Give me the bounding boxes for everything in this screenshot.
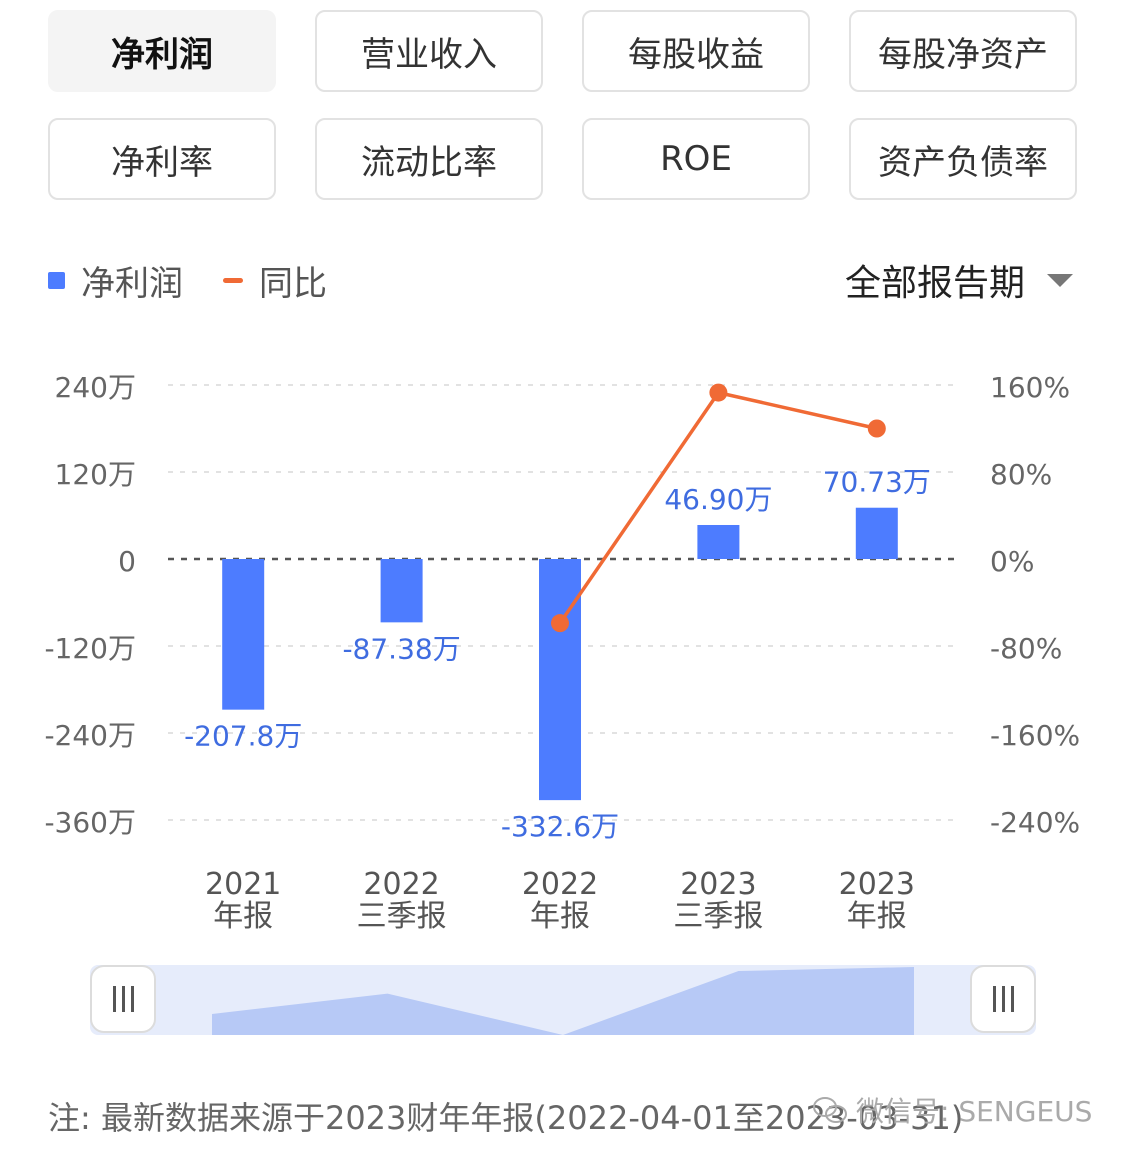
legend-yoy-label: 同比	[259, 263, 327, 304]
left-tick-label: -120万	[44, 632, 136, 665]
x-tick-label: 2023	[839, 867, 915, 902]
navigator-right-handle[interactable]	[970, 965, 1036, 1033]
tab-bvps[interactable]: 每股净资产	[849, 10, 1077, 92]
right-tick-label: 0%	[990, 545, 1034, 578]
legend-net-profit-label: 净利润	[81, 263, 183, 304]
period-selector[interactable]: 全部报告期	[845, 255, 1073, 305]
x-tick-label: 2021	[205, 867, 281, 902]
right-tick-label: 80%	[990, 458, 1052, 491]
left-tick-label: 240万	[55, 371, 136, 404]
tab-net-profit[interactable]: 净利润	[48, 10, 276, 92]
bar	[222, 559, 265, 710]
yoy-point	[867, 419, 886, 438]
watermark: 微信号: SENGEUS	[812, 1090, 1092, 1130]
bar-data-label: 46.90万	[664, 483, 772, 516]
x-tick-label: 2022	[522, 867, 598, 902]
tab-debt-ratio[interactable]: 资产负债率	[849, 118, 1077, 200]
bar-data-label: -87.38万	[342, 632, 460, 665]
bar-swatch-icon	[48, 271, 65, 289]
grip-icon	[112, 986, 134, 1012]
navigator-area	[212, 967, 914, 1035]
right-tick-label: -80%	[990, 632, 1062, 665]
legend-net-profit[interactable]: 净利润	[48, 256, 183, 305]
x-tick-label: 三季报	[673, 899, 763, 934]
right-tick-label: -160%	[990, 719, 1080, 752]
watermark-text: 微信号: SENGEUS	[856, 1095, 1093, 1128]
bar	[539, 559, 581, 801]
x-tick-label: 年报	[847, 899, 907, 934]
range-navigator[interactable]	[90, 965, 1036, 1035]
bar-data-label: -207.8万	[184, 720, 302, 753]
grip-icon	[992, 986, 1014, 1012]
navigator-preview	[212, 967, 914, 1035]
right-tick-label: 160%	[990, 371, 1070, 404]
bar-data-label: -332.6万	[501, 810, 619, 843]
period-selector-label: 全部报告期	[844, 263, 1025, 304]
caret-down-icon	[1047, 273, 1073, 287]
tab-roe[interactable]: ROE	[582, 118, 810, 200]
x-tick-label: 三季报	[357, 899, 447, 934]
left-tick-label: -360万	[44, 806, 136, 839]
tab-net-margin[interactable]: 净利率	[48, 118, 276, 200]
wechat-icon	[813, 1097, 847, 1123]
yoy-point	[709, 383, 728, 402]
yoy-point	[551, 614, 569, 633]
tab-current-ratio[interactable]: 流动比率	[315, 118, 543, 200]
footnote: 注: 最新数据来源于2023财年年报(2022-04-01至2023-03-31…	[48, 1099, 964, 1137]
bar	[855, 507, 898, 559]
left-tick-label: 0	[118, 545, 136, 578]
bar	[697, 524, 740, 559]
left-tick-label: 120万	[55, 458, 136, 491]
tab-eps[interactable]: 每股收益	[582, 10, 810, 92]
tab-revenue[interactable]: 营业收入	[315, 10, 543, 92]
x-tick-label: 2023	[680, 867, 756, 902]
chart-legend: 净利润 同比	[48, 255, 367, 305]
legend-yoy[interactable]: 同比	[223, 256, 327, 305]
x-tick-label: 2022	[363, 867, 439, 902]
left-tick-label: -240万	[44, 719, 136, 752]
line-swatch-icon	[223, 277, 243, 283]
net-profit-chart: 240万 120万 0 -120万 -240万 -360万 160% 80% 0% -80% -16…	[44, 371, 1080, 934]
x-tick-label: 年报	[213, 899, 273, 934]
x-tick-label: 年报	[530, 899, 590, 934]
navigator-left-handle[interactable]	[90, 965, 156, 1033]
right-tick-label: -240%	[990, 806, 1080, 839]
bar-data-label: 70.73万	[823, 466, 931, 499]
bar	[380, 559, 423, 623]
